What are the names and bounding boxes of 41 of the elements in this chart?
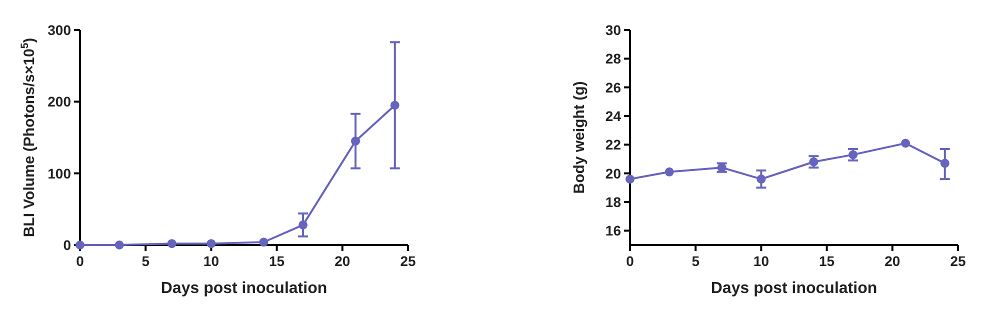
y-tick-label: 26 — [605, 79, 622, 96]
x-tick-label: 10 — [753, 253, 770, 269]
y-tick-label: 0 — [63, 237, 72, 253]
y-tick-label: 16 — [605, 222, 622, 239]
x-tick-label: 5 — [692, 253, 700, 269]
point — [351, 136, 360, 146]
y-tick-label: 18 — [605, 194, 622, 210]
point — [809, 157, 818, 166]
point — [901, 138, 910, 148]
point — [259, 238, 268, 247]
y-tick-label: 30 — [605, 22, 622, 38]
y-tick-label: 24 — [605, 108, 622, 124]
x-tick-label: 5 — [142, 253, 150, 269]
x-tick-label: 25 — [950, 253, 966, 269]
point — [626, 174, 634, 184]
x-tick-label: 15 — [269, 253, 285, 269]
x-axis-title: Days post inoculation — [160, 280, 328, 297]
point — [664, 167, 674, 176]
x-tick-label: 20 — [884, 253, 900, 269]
y-tick-label: 20 — [605, 165, 622, 182]
x-tick-label: 15 — [819, 253, 835, 269]
x-tick-label: 0 — [76, 253, 84, 269]
point — [756, 174, 766, 184]
x-tick-label: 20 — [334, 253, 350, 269]
point — [940, 158, 950, 168]
y-tick-label: 300 — [48, 22, 72, 38]
x-tick-label: 25 — [400, 253, 416, 269]
y-tick-label: 28 — [605, 50, 622, 67]
point — [114, 240, 124, 250]
y-tick-label: 22 — [605, 136, 622, 153]
point — [298, 220, 308, 230]
point — [206, 239, 216, 248]
y-tick-label: 100 — [48, 165, 72, 182]
y-axis-title: Body weight (g) — [571, 81, 588, 194]
point — [848, 150, 858, 160]
x-tick-label: 0 — [626, 253, 634, 269]
point — [390, 100, 400, 110]
x-axis-title: Days post inoculation — [710, 280, 878, 297]
y-tick-label: 200 — [48, 94, 72, 110]
point — [167, 239, 176, 248]
x-tick-label: 10 — [203, 253, 220, 269]
